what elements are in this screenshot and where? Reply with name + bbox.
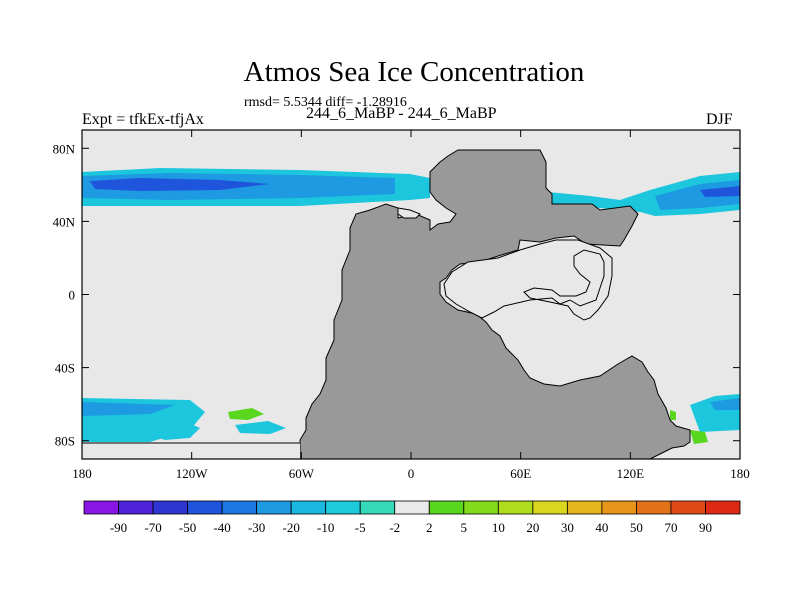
south-ice-patch-3 [235,421,286,434]
colorbar-swatch [705,500,741,515]
north-ice-band-east-core [655,180,740,210]
colorbar-label: -30 [248,520,265,535]
colorbar-label: -20 [282,520,299,535]
colorbar-swatch [256,500,292,515]
y-tick-label: 0 [69,288,76,303]
colorbar-swatch [187,500,223,515]
south-ice-positive-2 [670,410,676,420]
northern-inlet [397,207,421,219]
colorbar: -90 -70 -50 -40 -30 -20 -10 -5 -2 2 5 10 20 30 40 50 70 9… [83,500,741,535]
x-tick-label: 120W [176,466,209,481]
colorbar-swatch [566,500,603,515]
colorbar-swatch [290,500,327,515]
colorbar-swatch [83,500,119,515]
colorbar-label: 50 [630,520,643,535]
colorbar-label: 40 [595,520,608,535]
x-tick-label: 180 [72,466,92,481]
colorbar-label: -10 [317,520,334,535]
south-ice-patch-1 [148,420,200,440]
colorbar-label: 10 [492,520,505,535]
x-tick-label: 120E [617,466,645,481]
colorbar-swatch [532,500,568,515]
south-ice-band-east-core [710,398,740,410]
x-tick-label: 0 [408,466,415,481]
colorbar-swatch [636,500,672,515]
map-axes: 180 120W 60W 0 60E 120E 180 80N 40N 0 40S 80S [53,130,750,481]
colorbar-label: 70 [664,520,677,535]
colorbar-swatch [152,500,188,515]
season-label: DJF [706,111,733,128]
south-ice-band-west-core [82,402,175,416]
colorbar-label: -5 [355,520,366,535]
colorbar-swatch [497,500,534,515]
colorbar-label: 20 [526,520,539,535]
rmsd-stats: rmsd= 5.5344 diff= -1.28916 [244,95,407,110]
colorbar-label: -40 [213,520,230,535]
map-panel [81,129,741,460]
colorbar-swatch [221,500,258,515]
colorbar-label: -2 [389,520,400,535]
colorbar-label: 5 [461,520,468,535]
y-tick-label: 40S [55,361,75,376]
colorbar-swatch [670,500,706,515]
chart-title: Atmos Sea Ice Concentration [243,56,585,88]
y-tick-label: 40N [53,214,76,229]
colorbar-swatch [394,500,430,515]
y-tick-label: 80N [53,141,76,156]
antarctic-edge [82,443,300,459]
colorbar-label: 2 [426,520,433,535]
north-ice-band-east-deep [700,186,740,197]
period-label: 244_6_MaBP - 244_6_MaBP [306,105,497,122]
pangaea-landmass [299,149,691,460]
south-ice-patch-2 [228,408,264,420]
south-ice-positive-1 [690,430,708,444]
y-tick-label: 80S [55,434,75,449]
colorbar-label: 90 [699,520,712,535]
north-ice-band-west-core [90,178,270,191]
colorbar-label: -70 [144,520,161,535]
colorbar-swatch [359,500,396,515]
colorbar-swatch [601,500,637,515]
x-tick-label: 60E [510,466,531,481]
colorbar-swatch [428,500,465,515]
colorbar-label: -90 [110,520,127,535]
colorbar-swatch [118,500,154,515]
tethys-sea [443,239,613,321]
x-tick-label: 180 [730,466,750,481]
colorbar-swatch [463,500,499,515]
x-tick-label: 60W [289,466,315,481]
experiment-label: Expt = tfkEx-tfjAx [82,111,204,128]
colorbar-label: -50 [179,520,196,535]
colorbar-swatch [325,500,361,515]
colorbar-label: 30 [561,520,574,535]
